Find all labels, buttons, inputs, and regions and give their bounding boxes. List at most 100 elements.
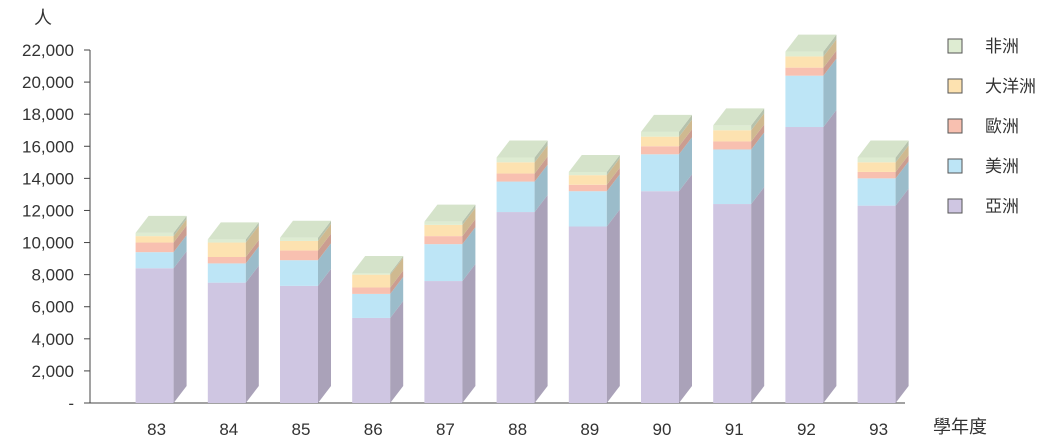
bar-stack-89 bbox=[568, 154, 620, 403]
bar-side-87-亞洲 bbox=[462, 264, 476, 403]
y-axis-title: 人 bbox=[34, 8, 52, 29]
bar-side-88-大洋洲 bbox=[534, 145, 548, 174]
bar-side-84-歐洲 bbox=[245, 239, 259, 264]
bar-segment-89-美洲 bbox=[568, 191, 607, 227]
bar-side-92-亞洲 bbox=[823, 110, 837, 403]
bar-top-90 bbox=[641, 114, 692, 132]
bar-segment-87-大洋洲 bbox=[424, 224, 463, 237]
bar-side-91-美洲 bbox=[751, 132, 765, 205]
bar-side-92-美洲 bbox=[823, 58, 837, 128]
bar-segment-90-美洲 bbox=[641, 154, 679, 192]
bar-stack-86 bbox=[352, 256, 404, 403]
bar-segment-83-亞洲 bbox=[135, 268, 174, 403]
bar-side-93-大洋洲 bbox=[895, 145, 909, 172]
bar-segment-83-大洋洲 bbox=[135, 236, 174, 243]
legend-label: 亞洲 bbox=[985, 197, 1019, 217]
bar-stack-85 bbox=[280, 220, 331, 403]
bar-side-89-非洲 bbox=[606, 154, 620, 176]
bar-side-88-美洲 bbox=[534, 164, 548, 213]
bar-segment-88-美洲 bbox=[496, 181, 535, 213]
bar-segment-86-非洲 bbox=[352, 273, 391, 275]
bar-top-91 bbox=[713, 108, 765, 126]
bar-side-93-歐洲 bbox=[895, 154, 909, 179]
bar-stack-88 bbox=[496, 140, 548, 403]
y-tick-label: 4,000 bbox=[31, 330, 74, 349]
y-tick-label: 10,000 bbox=[22, 234, 74, 253]
y-tick-label: 14,000 bbox=[22, 169, 74, 188]
bar-side-85-歐洲 bbox=[318, 233, 331, 261]
bar-top-92 bbox=[785, 34, 837, 52]
y-axis: - 2,000 4,000 6,000 8,000 10,000 12,000 14,000 1… bbox=[22, 41, 905, 413]
bar-segment-83-美洲 bbox=[135, 252, 174, 269]
bar-segment-88-歐洲 bbox=[496, 173, 535, 182]
bar-side-92-大洋洲 bbox=[823, 39, 837, 68]
bar-side-90-美洲 bbox=[679, 137, 692, 192]
x-tick-label: 92 bbox=[797, 420, 816, 439]
bar-stack-83 bbox=[135, 215, 187, 403]
bar-side-85-美洲 bbox=[318, 243, 331, 286]
bar-segment-89-歐洲 bbox=[568, 184, 607, 192]
legend-swatch bbox=[947, 38, 963, 54]
y-tick-label: 2,000 bbox=[31, 362, 74, 381]
bar-segment-86-美洲 bbox=[352, 293, 391, 318]
bar-segment-85-非洲 bbox=[280, 237, 318, 241]
bar-segment-91-大洋洲 bbox=[713, 130, 752, 142]
x-tick-label: 90 bbox=[653, 420, 672, 439]
bar-top-84 bbox=[207, 222, 259, 240]
x-tick-label: 86 bbox=[364, 420, 383, 439]
bar-segment-88-大洋洲 bbox=[496, 162, 535, 174]
bar-segment-84-美洲 bbox=[207, 263, 246, 283]
bar-segment-90-大洋洲 bbox=[641, 136, 679, 147]
bar-side-91-歐洲 bbox=[751, 124, 765, 150]
bar-side-86-歐洲 bbox=[390, 270, 404, 294]
bar-stack-90 bbox=[641, 114, 692, 403]
bar-side-86-非洲 bbox=[390, 256, 404, 275]
bar-side-86-大洋洲 bbox=[390, 257, 404, 288]
bar-segment-89-大洋洲 bbox=[568, 175, 607, 185]
bar-side-83-大洋洲 bbox=[173, 219, 187, 243]
legend-swatch bbox=[947, 118, 963, 134]
bar-top-93 bbox=[857, 140, 909, 158]
bar-side-85-亞洲 bbox=[318, 268, 331, 403]
bar-top-89 bbox=[568, 154, 620, 172]
bar-stack-87 bbox=[424, 204, 476, 403]
bar-segment-88-非洲 bbox=[496, 157, 535, 163]
y-tick-label: 20,000 bbox=[22, 73, 74, 92]
legend-label: 非洲 bbox=[985, 37, 1019, 57]
y-tick-label: 6,000 bbox=[31, 298, 74, 317]
bar-side-86-亞洲 bbox=[390, 300, 404, 403]
bar-side-93-美洲 bbox=[895, 161, 909, 206]
bar-top-86 bbox=[352, 256, 404, 274]
bar-segment-85-歐洲 bbox=[280, 250, 318, 261]
bar-side-91-非洲 bbox=[751, 108, 765, 131]
bar-segment-91-美洲 bbox=[713, 149, 752, 205]
bar-segment-86-亞洲 bbox=[352, 317, 391, 403]
x-tick-label: 83 bbox=[147, 420, 166, 439]
bar-side-87-大洋洲 bbox=[462, 207, 476, 237]
bar-segment-86-大洋洲 bbox=[352, 274, 391, 288]
x-tick-label: 88 bbox=[508, 420, 527, 439]
bar-side-84-美洲 bbox=[245, 246, 259, 283]
y-tick-label: 22,000 bbox=[22, 41, 74, 60]
bar-side-87-非洲 bbox=[462, 204, 476, 225]
bar-segment-93-亞洲 bbox=[857, 205, 896, 403]
bar-side-86-美洲 bbox=[390, 276, 404, 318]
bar-stack-93 bbox=[857, 140, 909, 403]
bar-segment-91-亞洲 bbox=[713, 204, 752, 403]
x-axis: 83 84 85 86 87 88 89 90 91 92 93 bbox=[147, 420, 888, 439]
bar-side-91-亞洲 bbox=[751, 187, 765, 403]
bar-side-85-非洲 bbox=[318, 220, 331, 241]
legend-label: 大洋洲 bbox=[985, 77, 1036, 97]
bar-side-83-歐洲 bbox=[173, 225, 187, 253]
legend-swatch bbox=[947, 78, 963, 94]
bar-segment-87-歐洲 bbox=[424, 236, 463, 245]
bar-side-83-亞洲 bbox=[173, 251, 187, 403]
bar-segment-92-歐洲 bbox=[785, 67, 824, 76]
bar-segment-92-非洲 bbox=[785, 51, 824, 57]
bar-stack-92 bbox=[785, 34, 837, 403]
bar-top-87 bbox=[424, 204, 476, 222]
bar-side-84-大洋洲 bbox=[245, 225, 259, 257]
bar-segment-93-大洋洲 bbox=[857, 162, 896, 172]
